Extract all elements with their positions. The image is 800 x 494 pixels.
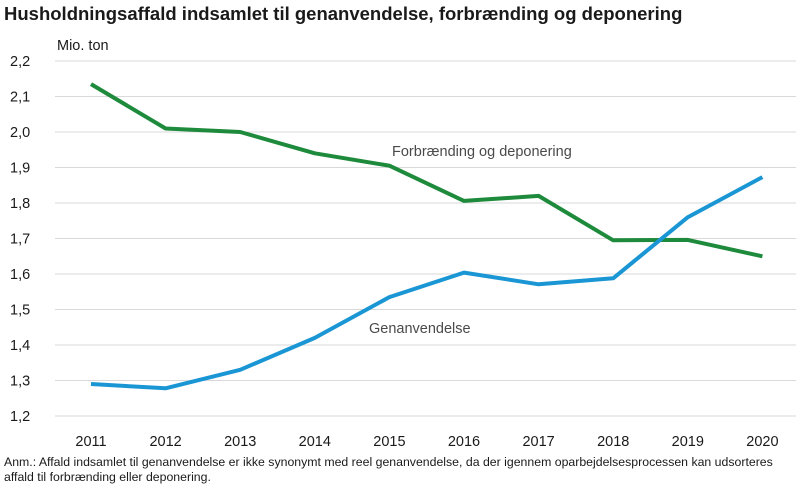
series-labels: Forbrænding og deponering Genanvendelse (369, 144, 572, 337)
y-tick-label: 1,2 (10, 409, 30, 425)
series-label-forbraending: Forbrænding og deponering (392, 144, 572, 160)
series-lines (89, 82, 764, 391)
y-tick-label: 1,4 (10, 338, 30, 354)
y-axis-ticks: 1,2 1,3 1,4 1,5 1,6 1,7 1,8 1,9 2,0 2,1 2,2 (10, 54, 30, 425)
y-tick-label: 1,8 (10, 196, 30, 212)
chart-title: Husholdningsaffald indsamlet til genanve… (4, 3, 683, 24)
y-tick-label: 2,0 (10, 125, 30, 141)
y-tick-label: 1,6 (10, 267, 30, 283)
x-tick-label: 2015 (373, 434, 405, 450)
series-line-genanvendelse (90, 175, 764, 391)
x-axis-ticks: 2011 2012 2013 2014 2015 2016 2017 2018 2019 2020 (75, 434, 778, 450)
x-tick-label: 2018 (597, 434, 629, 450)
y-tick-label: 2,2 (10, 54, 30, 70)
x-tick-label: 2020 (746, 434, 778, 450)
x-tick-label: 2014 (299, 434, 331, 450)
y-tick-label: 1,5 (10, 303, 30, 319)
gridlines (55, 60, 796, 417)
footnote: Anm.: Affald indsamlet til genanvendelse… (4, 455, 773, 484)
y-tick-label: 1,7 (10, 232, 30, 248)
y-tick-label: 2,1 (10, 90, 30, 106)
x-tick-label: 2013 (224, 434, 256, 450)
y-tick-label: 1,3 (10, 374, 30, 390)
x-tick-label: 2019 (672, 434, 704, 450)
x-tick-label: 2016 (448, 434, 480, 450)
y-axis-unit-label: Mio. ton (57, 38, 109, 54)
series-label-genanvendelse: Genanvendelse (369, 321, 471, 337)
x-tick-label: 2017 (522, 434, 554, 450)
y-tick-label: 1,9 (10, 161, 30, 177)
series-line-forbraending (89, 82, 763, 259)
x-tick-label: 2012 (149, 434, 181, 450)
x-tick-label: 2011 (75, 434, 106, 450)
